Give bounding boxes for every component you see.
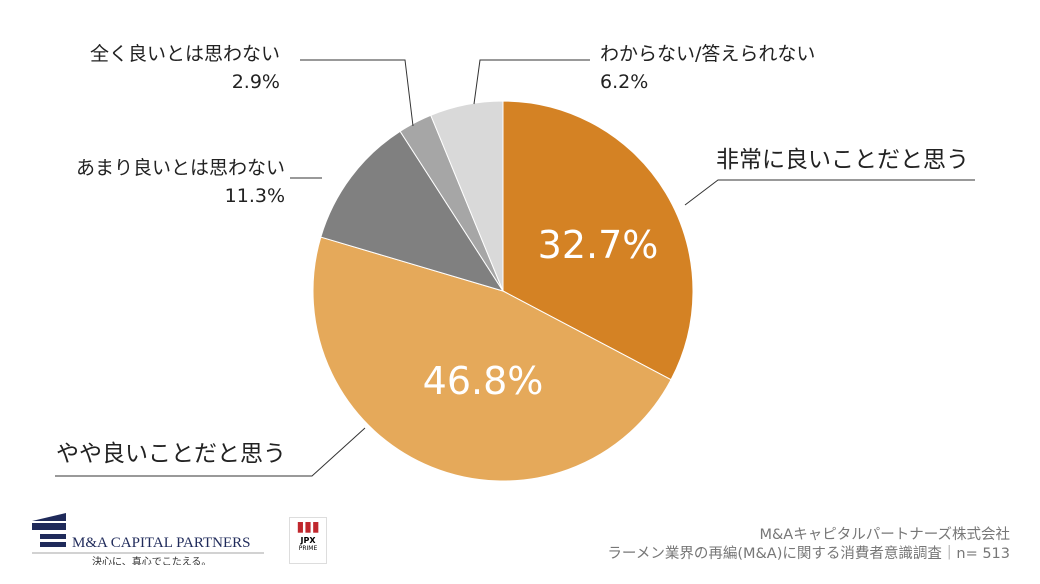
leader-lines: [55, 59, 975, 477]
footer-company: M&Aキャピタルパートナーズ株式会社: [759, 527, 1010, 543]
pie-slice-2: [320, 130, 505, 292]
leader-line-3: [300, 59, 414, 127]
jpx-prime-badge: ▮▮▮ JPX PRIME: [289, 517, 327, 564]
label-2: あまり良いとは思わない 11.3%: [75, 157, 285, 207]
label-3: 全く良いとは思わない 2.9%: [89, 43, 280, 93]
svg-text:M&A CAPITAL PARTNERS: M&A CAPITAL PARTNERS: [72, 535, 251, 551]
pie-slice-4: [430, 100, 504, 292]
footer: M&Aキャピタルパートナーズ株式会社 ラーメン業界の再編(M&A)に関する消費者…: [607, 526, 1010, 564]
label-4: わからない/答えられない 6.2%: [600, 43, 816, 93]
pie-slice-0: [502, 100, 694, 381]
company-logo: M&A CAPITAL PARTNERS 決心に、真心でこたえる。: [32, 513, 272, 569]
label-1: やや良いことだと思う: [56, 441, 286, 467]
slice-value-1: 46.8%: [423, 359, 544, 403]
leader-line-0: [684, 179, 975, 206]
leader-line-1: [55, 427, 366, 477]
slice-value-0: 32.7%: [538, 223, 659, 267]
leader-line-4: [473, 59, 590, 105]
label-0: 非常に良いことだと思う: [716, 147, 969, 173]
footer-survey: ラーメン業界の再編(M&A)に関する消費者意識調査｜n= 513: [607, 546, 1010, 562]
svg-text:決心に、真心でこたえる。: 決心に、真心でこたえる。: [92, 555, 211, 565]
pie-slice-1: [312, 236, 672, 482]
